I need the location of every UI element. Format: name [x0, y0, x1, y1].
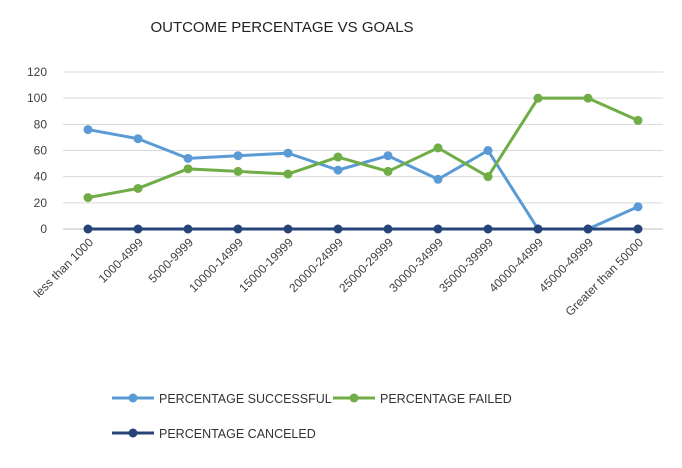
data-point	[333, 152, 343, 162]
data-point	[533, 224, 543, 234]
data-point	[233, 166, 243, 176]
data-point	[83, 125, 93, 135]
data-point	[433, 174, 443, 184]
data-point	[133, 183, 143, 193]
data-point	[483, 172, 493, 182]
data-point	[333, 165, 343, 175]
data-point	[433, 224, 443, 234]
legend-item: PERCENTAGE CANCELED	[112, 427, 316, 441]
series-3	[83, 224, 643, 234]
data-point	[483, 146, 493, 155]
data-point	[83, 193, 93, 203]
y-axis-ticks: 0 20 40 60 80 100 120	[27, 65, 47, 236]
y-tick-label: 40	[34, 170, 48, 184]
y-tick-label: 100	[27, 91, 47, 105]
legend-label: PERCENTAGE FAILED	[380, 392, 512, 406]
legend-label: PERCENTAGE CANCELED	[159, 427, 316, 441]
data-point	[133, 224, 143, 234]
x-tick-label: 1000-4999	[96, 235, 147, 286]
y-tick-label: 60	[34, 144, 48, 158]
legend-label: PERCENTAGE SUCCESSFUL	[159, 392, 332, 406]
series-2	[83, 93, 643, 203]
data-point	[433, 143, 443, 153]
x-axis-ticks: less than 1000 1000-4999 5000-999910000-14…	[31, 235, 646, 319]
legend-swatch-marker	[349, 393, 359, 403]
legend-swatch-marker	[128, 393, 138, 403]
data-point	[283, 148, 293, 158]
data-point	[533, 93, 543, 103]
data-point	[583, 224, 593, 234]
data-point	[233, 224, 243, 234]
data-point	[383, 166, 393, 176]
data-point	[183, 224, 193, 234]
data-point	[233, 151, 243, 161]
data-point	[633, 202, 643, 212]
legend-item: PERCENTAGE SUCCESSFUL	[112, 392, 332, 406]
series-line	[87, 96, 639, 200]
data-point	[483, 224, 493, 234]
legend: PERCENTAGE SUCCESSFUL PERCENTAGE FAILED PE…	[112, 392, 512, 441]
data-point	[183, 164, 193, 174]
data-point	[633, 224, 643, 234]
y-tick-label: 0	[40, 222, 47, 236]
data-point	[183, 153, 193, 163]
x-tick-label: 5000-9999	[146, 235, 197, 286]
legend-item: PERCENTAGE FAILED	[333, 392, 512, 406]
data-point	[383, 224, 393, 234]
y-tick-label: 120	[27, 65, 47, 79]
data-point	[333, 224, 343, 234]
data-point	[383, 151, 393, 161]
y-tick-label: 80	[34, 117, 48, 131]
data-point	[633, 115, 643, 125]
data-point	[133, 134, 143, 144]
x-tick-label: less than 1000	[31, 235, 96, 300]
data-point	[283, 169, 293, 179]
chart-title: OUTCOME PERCENTAGE VS GOALS	[150, 19, 413, 36]
series-line	[87, 128, 639, 231]
series-1	[83, 125, 643, 234]
series-group	[83, 93, 643, 234]
y-tick-label: 20	[34, 196, 48, 210]
gridlines	[63, 71, 663, 230]
data-point	[283, 224, 293, 234]
data-point	[583, 93, 593, 103]
data-point	[83, 224, 93, 234]
legend-swatch-marker	[128, 428, 138, 438]
